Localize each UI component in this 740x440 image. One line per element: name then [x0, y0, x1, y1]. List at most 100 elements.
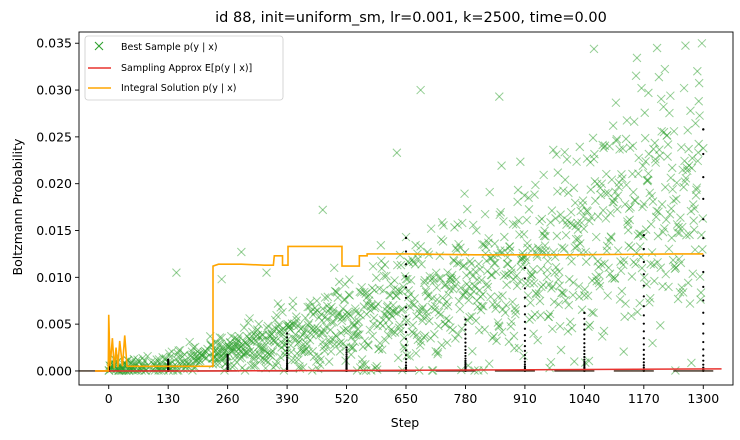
sample-dot [523, 357, 527, 360]
best-sample-marker [653, 231, 663, 241]
best-sample-marker [380, 260, 390, 269]
best-sample-marker [625, 215, 634, 225]
best-sample-marker [572, 157, 581, 167]
best-sample-marker [306, 297, 315, 307]
best-sample-marker [457, 324, 467, 334]
sample-dot [464, 345, 467, 348]
sample-dot [285, 360, 289, 364]
best-sample-marker [302, 339, 312, 349]
best-sample-marker [207, 341, 216, 351]
best-sample-marker [672, 178, 682, 188]
best-sample-marker [352, 317, 361, 327]
sample-dot [702, 128, 705, 131]
best-sample-marker [374, 344, 384, 353]
best-sample-marker [607, 175, 617, 185]
best-sample-marker [220, 347, 230, 357]
best-sample-marker [512, 271, 522, 280]
best-sample-marker [377, 264, 387, 273]
best-sample-marker [684, 144, 693, 154]
sample-dot [464, 318, 467, 321]
best-sample-marker [357, 355, 367, 364]
best-sample-marker [492, 300, 502, 309]
best-sample-marker [195, 356, 205, 366]
best-sample-marker [553, 168, 563, 177]
best-sample-marker [472, 226, 481, 235]
best-sample-marker [641, 157, 651, 166]
best-sample-marker [629, 117, 639, 127]
best-sample-marker [580, 284, 590, 294]
best-sample-marker [505, 246, 515, 255]
best-sample-marker [675, 287, 685, 297]
best-sample-marker [353, 324, 363, 334]
sample-dot [523, 333, 527, 337]
best-sample-marker [651, 212, 661, 222]
best-sample-marker [451, 334, 460, 343]
best-sample-marker [453, 329, 463, 339]
best-sample-marker [396, 326, 405, 336]
best-sample-marker [269, 335, 279, 345]
best-sample-marker [221, 341, 231, 351]
best-sample-marker [552, 231, 562, 241]
best-sample-marker [521, 255, 531, 265]
sample-dot [285, 362, 289, 365]
best-sample-marker [639, 273, 649, 282]
best-sample-marker [357, 282, 366, 292]
best-sample-marker [421, 285, 431, 295]
sample-dot [702, 348, 705, 351]
best-sample-marker [617, 286, 627, 296]
best-sample-marker [185, 337, 195, 347]
best-sample-marker [645, 293, 655, 303]
sample-dot [642, 247, 645, 251]
best-sample-marker [505, 242, 515, 251]
best-sample-marker [681, 41, 690, 51]
best-sample-marker [345, 311, 355, 320]
best-sample-marker [332, 331, 341, 341]
best-sample-marker [603, 188, 613, 198]
best-sample-marker [587, 307, 597, 317]
best-sample-marker [276, 331, 286, 341]
best-sample-marker [308, 346, 318, 356]
best-sample-marker [424, 316, 434, 326]
best-sample-marker [556, 210, 565, 219]
best-sample-marker [554, 267, 564, 277]
best-sample-marker [466, 290, 476, 300]
best-sample-marker [522, 238, 532, 248]
best-sample-marker [254, 319, 264, 329]
best-sample-marker [474, 325, 484, 335]
best-sample-marker [591, 232, 601, 242]
best-sample-marker [564, 274, 574, 284]
best-sample-marker [511, 220, 521, 230]
best-sample-marker [478, 290, 488, 299]
sample-dot [583, 311, 586, 315]
best-sample-marker [677, 283, 687, 292]
best-sample-marker [664, 244, 674, 254]
best-sample-marker [521, 278, 531, 288]
sample-dot [702, 340, 705, 344]
best-sample-marker [295, 362, 304, 371]
best-sample-marker [501, 300, 511, 310]
best-sample-marker [452, 258, 462, 268]
best-sample-marker [667, 233, 677, 243]
best-sample-marker [318, 328, 328, 338]
best-sample-marker [678, 165, 688, 175]
sample-dot [523, 349, 527, 352]
best-sample-marker [318, 304, 328, 314]
best-sample-marker [595, 270, 604, 280]
best-sample-marker [548, 281, 558, 291]
best-sample-marker [449, 256, 459, 266]
sample-dot [285, 358, 289, 362]
best-sample-marker [620, 199, 630, 209]
best-sample-marker [368, 261, 378, 271]
best-sample-marker [433, 347, 443, 357]
sample-dot [523, 266, 527, 270]
best-sample-marker [526, 298, 535, 308]
best-sample-marker [294, 337, 304, 347]
best-sample-marker [553, 187, 562, 196]
best-sample-marker [410, 259, 420, 269]
x-axis-title: Step [391, 415, 420, 430]
best-sample-marker [578, 196, 588, 205]
best-sample-marker [568, 220, 577, 230]
best-sample-marker [508, 219, 518, 229]
legend-box [84, 35, 284, 101]
best-sample-marker [373, 299, 383, 309]
